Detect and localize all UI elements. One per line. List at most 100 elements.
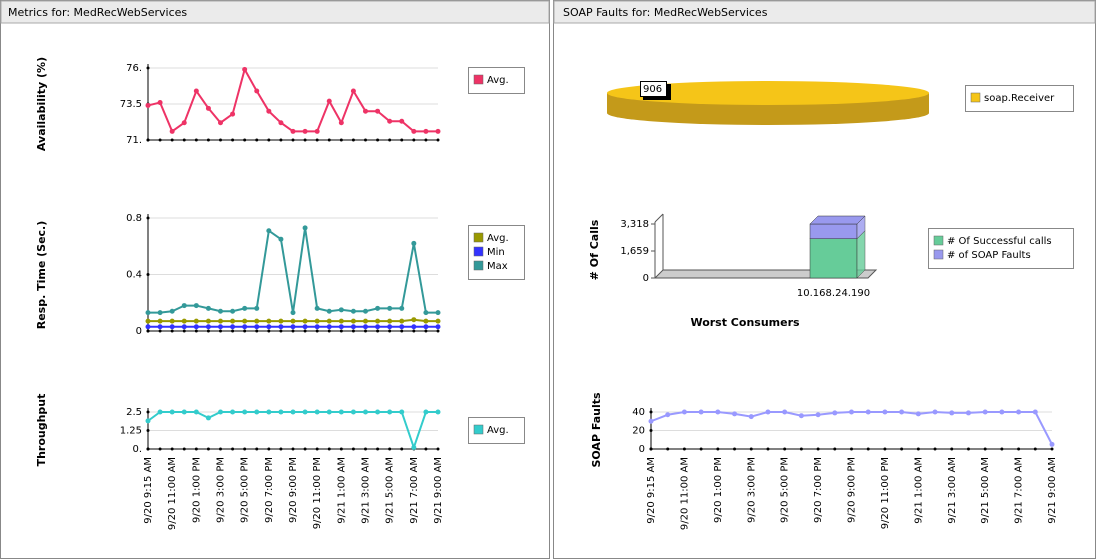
point — [350, 88, 356, 94]
data-label: 906 — [643, 84, 662, 95]
y-tick-label: 0. — [132, 444, 142, 455]
axis-dot — [833, 447, 837, 451]
point — [326, 98, 332, 104]
point — [157, 324, 163, 330]
axis-dot — [170, 138, 174, 142]
axis-dot — [400, 138, 404, 142]
point — [326, 308, 332, 314]
point — [218, 324, 223, 330]
point — [435, 409, 441, 415]
point — [157, 409, 163, 415]
axis-dot — [436, 447, 440, 451]
axis-dot — [303, 447, 307, 451]
left-header — [0, 0, 550, 24]
axis-dot — [327, 329, 331, 333]
axis-dot — [388, 138, 392, 142]
axis-dot — [194, 447, 198, 451]
axis-dot — [219, 447, 222, 451]
legend-box — [928, 228, 1074, 269]
point — [169, 128, 175, 134]
point — [169, 324, 175, 330]
point — [290, 310, 296, 316]
axis-dot — [255, 138, 259, 142]
point — [314, 324, 320, 330]
point — [205, 324, 211, 330]
y-tick-label: 0 — [136, 326, 142, 337]
point — [266, 318, 272, 324]
axis-dot — [267, 329, 271, 333]
axis-dot — [158, 138, 162, 142]
axis-dot — [376, 138, 380, 142]
axis-dot — [158, 447, 162, 451]
axis-dot — [376, 447, 380, 451]
legend-swatch — [933, 235, 944, 246]
x-tick-label: 9/21 7:00 AM — [1014, 457, 1025, 524]
point — [338, 409, 344, 415]
point — [242, 305, 248, 311]
axis-dot — [158, 329, 162, 333]
point — [157, 310, 163, 316]
axis-dot — [900, 447, 904, 451]
axis-dot — [716, 447, 720, 451]
axis-dot — [733, 447, 737, 451]
point — [218, 409, 223, 415]
y-tick-label: 2.5 — [126, 407, 142, 418]
legend-swatch — [473, 246, 484, 257]
point — [387, 118, 393, 124]
y-tick-label: 0.8 — [126, 213, 142, 224]
right-header — [553, 0, 1096, 24]
wall-top — [654, 213, 664, 223]
y-tick-label: 0 — [639, 444, 645, 455]
axis-dot — [412, 329, 416, 333]
point — [399, 305, 405, 311]
axis-dot — [315, 329, 319, 333]
axis-dot — [231, 138, 235, 142]
axis-dot — [194, 138, 198, 142]
point — [949, 410, 955, 416]
point — [157, 100, 163, 106]
point — [1016, 409, 1022, 415]
x-tick-label: 9/21 3:00 AM — [361, 457, 372, 524]
axis-dot — [816, 447, 820, 451]
point — [999, 409, 1005, 415]
point — [363, 108, 368, 114]
point — [423, 318, 429, 324]
axis-dot — [170, 447, 174, 451]
axis-dot — [303, 138, 307, 142]
axis-dot — [364, 447, 367, 451]
point — [230, 318, 236, 324]
point — [387, 305, 393, 311]
point — [181, 303, 187, 309]
x-tick-label: 9/20 1:00 PM — [713, 457, 724, 523]
point — [387, 409, 393, 415]
x-tick-label: 9/20 7:00 PM — [813, 457, 824, 523]
point — [411, 240, 417, 246]
point — [363, 409, 368, 415]
axis-dot — [983, 447, 987, 451]
axis-dot — [231, 329, 235, 333]
point — [338, 324, 344, 330]
axis-dot — [182, 138, 186, 142]
axis-dot — [388, 447, 392, 451]
point — [375, 305, 381, 311]
y-tick-label: 0.4 — [126, 270, 142, 281]
x-tick-label: 9/20 5:00 PM — [780, 457, 791, 523]
point — [375, 324, 381, 330]
y-tick-label: 0 — [643, 273, 649, 284]
point — [278, 409, 284, 415]
point — [338, 318, 344, 324]
axis-dot — [933, 447, 937, 451]
point — [765, 409, 771, 415]
point — [181, 409, 187, 415]
x-tick-label: 9/21 3:00 AM — [947, 457, 958, 524]
point — [1049, 441, 1055, 447]
axis-dot — [279, 138, 283, 142]
x-tick-label: 9/20 5:00 PM — [240, 457, 251, 523]
axis-dot — [231, 447, 235, 451]
point — [290, 128, 296, 134]
point — [145, 324, 151, 330]
point — [375, 318, 381, 324]
legend-swatch — [473, 232, 484, 243]
